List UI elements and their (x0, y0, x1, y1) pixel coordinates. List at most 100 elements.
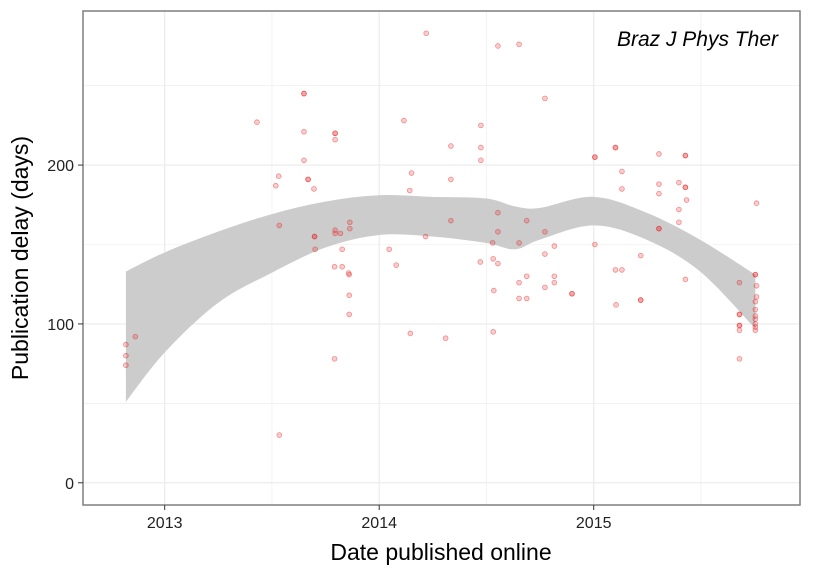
data-point (491, 287, 497, 294)
data-point (478, 122, 484, 129)
data-point (311, 233, 318, 240)
data-point (495, 43, 501, 49)
x-tick-label: 2013 (147, 515, 183, 532)
data-point (551, 243, 558, 249)
data-point (490, 255, 497, 262)
data-point (542, 284, 548, 291)
data-point (619, 186, 625, 192)
data-point (637, 252, 644, 259)
data-point (346, 271, 353, 278)
data-point (676, 179, 682, 186)
data-point (612, 144, 619, 151)
data-point (682, 184, 689, 191)
data-point (592, 241, 598, 248)
data-point (542, 251, 548, 257)
data-point (346, 311, 353, 318)
y-axis-title: Publication delay (days) (7, 136, 33, 380)
data-point (123, 362, 129, 369)
data-point (682, 152, 689, 159)
data-point (448, 143, 454, 149)
axis-ticks: 0 100 200 2013 2014 2015 (47, 158, 611, 532)
data-point (656, 181, 662, 187)
data-point (516, 295, 522, 302)
data-point (386, 246, 392, 253)
data-point (736, 322, 743, 329)
data-point (442, 335, 449, 342)
data-point (339, 263, 345, 270)
data-point (656, 190, 662, 197)
chart-annotation: Braz J Phys Ther (617, 28, 779, 51)
data-point (301, 90, 307, 97)
data-point (523, 295, 530, 302)
x-tick-label: 2014 (361, 515, 397, 532)
data-point (311, 186, 317, 192)
data-point (305, 176, 311, 183)
data-point (332, 130, 338, 137)
data-point (736, 279, 743, 286)
data-point (523, 273, 530, 280)
data-point (272, 182, 279, 189)
panel-border (82, 10, 801, 506)
data-point (477, 259, 484, 265)
data-point (752, 313, 759, 319)
data-point (752, 321, 759, 327)
data-point (619, 267, 625, 273)
data-point (569, 290, 575, 297)
data-point (752, 271, 759, 278)
data-point (612, 144, 619, 151)
y-tick-label: 200 (47, 158, 74, 175)
data-point (332, 230, 338, 237)
data-point (490, 329, 497, 335)
data-point (123, 341, 129, 348)
data-point (347, 225, 353, 232)
data-point (495, 228, 501, 235)
data-point (682, 276, 689, 283)
data-point (408, 170, 415, 176)
data-point (123, 352, 129, 359)
data-point (347, 219, 353, 226)
data-point (551, 273, 558, 280)
data-point (393, 262, 400, 268)
data-point (619, 168, 625, 175)
data-point (254, 119, 260, 125)
data-point (752, 271, 759, 278)
data-point (613, 302, 619, 308)
data-point (332, 227, 338, 234)
data-point (523, 217, 530, 224)
data-point (331, 356, 338, 362)
data-point (736, 311, 743, 318)
data-point (311, 233, 318, 240)
data-point (423, 30, 430, 37)
data-point (276, 432, 283, 438)
data-point (637, 297, 644, 303)
data-point (656, 225, 662, 232)
data-point (592, 154, 598, 160)
data-point (346, 292, 353, 299)
data-point (551, 279, 558, 286)
data-point (339, 246, 345, 253)
data-point (752, 324, 759, 330)
data-point (312, 246, 318, 253)
data-point (753, 294, 760, 300)
data-point (683, 197, 690, 203)
smooth-band-layer (125, 195, 756, 402)
data-point (448, 176, 454, 183)
data-point (489, 240, 496, 246)
data-point (332, 136, 338, 143)
data-point (736, 356, 743, 362)
data-point (275, 173, 282, 179)
y-tick-label: 0 (65, 476, 74, 493)
data-point (682, 184, 689, 191)
data-point (478, 157, 484, 164)
data-point (736, 311, 743, 318)
data-point (331, 263, 338, 270)
data-point (448, 217, 454, 224)
data-point (516, 240, 522, 246)
data-point (656, 225, 662, 232)
data-point (132, 333, 139, 340)
data-point (752, 316, 759, 322)
data-point (676, 219, 682, 226)
data-point (301, 90, 307, 97)
